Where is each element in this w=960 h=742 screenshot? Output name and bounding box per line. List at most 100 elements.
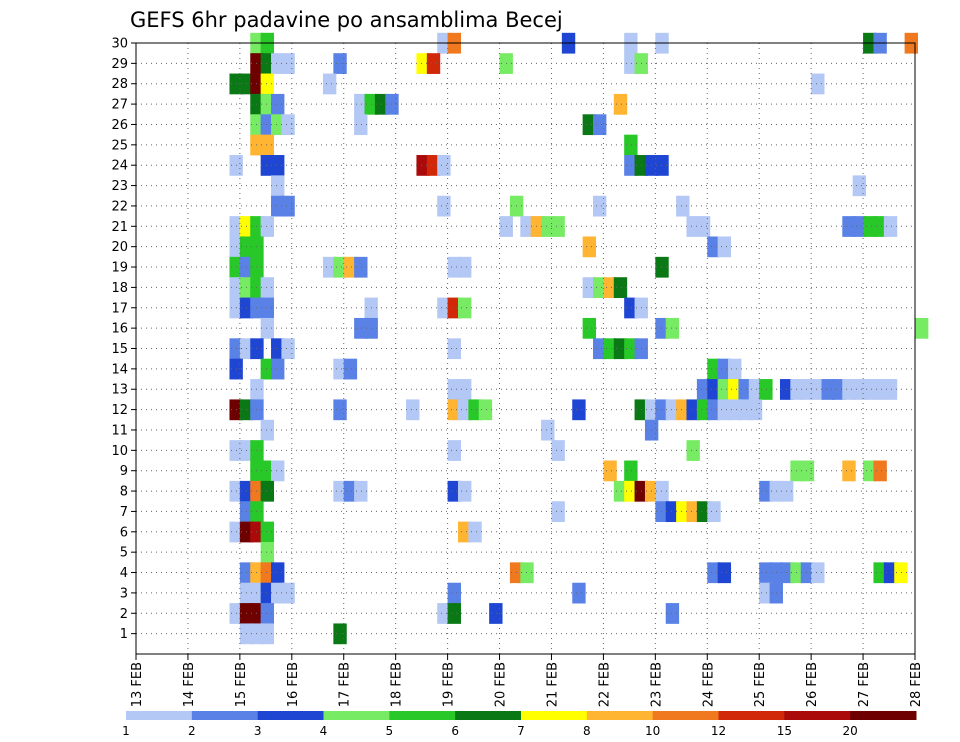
heatmap-cell (281, 582, 295, 604)
y-tick-label: 3 (120, 586, 128, 601)
heatmap-cell (686, 399, 700, 421)
heatmap-cell (728, 358, 742, 380)
heatmap-cell (707, 358, 721, 380)
heatmap-cell (873, 562, 887, 584)
heatmap-cell (260, 582, 275, 604)
heatmap-cell (260, 317, 275, 339)
heatmap-cell (333, 399, 347, 421)
heatmap-cell (655, 501, 669, 523)
heatmap-cell (260, 216, 275, 237)
heatmap-cell (447, 582, 461, 604)
x-tick-label: 15 FEB (234, 662, 249, 707)
heatmap-cell (842, 379, 856, 400)
heatmap-cell (260, 460, 275, 482)
heatmap-cell (738, 399, 752, 421)
x-tick-label: 16 FEB (286, 662, 301, 707)
heatmap-cell (457, 480, 472, 502)
heatmap-cell (676, 195, 690, 217)
heatmap-cell (748, 399, 763, 421)
heatmap-cell (655, 399, 669, 421)
heatmap-cell (665, 603, 680, 624)
colorbar-swatch (521, 711, 588, 720)
x-tick-label: 25 FEB (753, 662, 768, 707)
heatmap-cell (260, 277, 275, 298)
heatmap-cell (333, 53, 347, 74)
heatmap-cell (624, 460, 638, 482)
heatmap-cell (686, 501, 700, 523)
heatmap-cell (271, 53, 285, 74)
y-tick-label: 24 (111, 159, 128, 174)
heatmap-cell (613, 93, 628, 115)
y-tick-label: 25 (111, 138, 128, 153)
y-axis: 1234567891011121314151617181920212223242… (111, 37, 136, 642)
heatmap-cell (468, 399, 482, 421)
heatmap-cell (593, 114, 607, 136)
heatmap-cell (696, 379, 711, 400)
colorbar-legend: 1 2 3 4 5 6 7 8 10 12 15 20 (122, 711, 917, 738)
heatmap-cell (613, 277, 628, 298)
heatmap-cell (728, 379, 742, 400)
x-tick-label: 18 FEB (390, 662, 405, 707)
x-tick-label: 19 FEB (442, 662, 457, 707)
heatmap-cell (624, 53, 638, 74)
heatmap-cell (842, 216, 856, 237)
heatmap-cell (665, 501, 680, 523)
x-tick-label: 21 FEB (545, 662, 560, 707)
colorbar-label: 2 (188, 724, 196, 738)
colorbar-swatch (718, 711, 785, 720)
x-tick-label: 24 FEB (701, 662, 716, 707)
heatmap-cell (322, 73, 337, 95)
heatmap-cell (665, 399, 680, 421)
heatmap-cell (613, 338, 628, 360)
heatmap-cell (883, 562, 898, 584)
heatmap-cell (271, 195, 285, 217)
y-tick-label: 11 (111, 423, 128, 438)
y-tick-label: 17 (111, 301, 128, 316)
heatmap-cells (229, 32, 929, 645)
y-tick-label: 16 (111, 322, 128, 337)
y-tick-label: 19 (111, 261, 128, 276)
heatmap-cell (728, 399, 742, 421)
heatmap-cell (354, 93, 368, 115)
heatmap-cell (271, 114, 285, 136)
heatmap-cell (406, 399, 420, 421)
colorbar-swatch (191, 711, 259, 720)
y-tick-label: 28 (111, 77, 128, 92)
heatmap-cell (624, 480, 638, 502)
y-tick-label: 5 (120, 546, 128, 561)
heatmap-cell (707, 562, 721, 584)
heatmap-cell (260, 623, 275, 645)
heatmap-cell (333, 256, 347, 278)
heatmap-cell (759, 582, 773, 604)
y-tick-label: 9 (120, 464, 128, 479)
heatmap-cell (915, 317, 929, 339)
colorbar-swatch (323, 711, 390, 720)
colorbar-swatch (126, 711, 193, 720)
heatmap-cell (717, 562, 732, 584)
heatmap-cell (271, 562, 285, 584)
heatmap-cell (863, 379, 877, 400)
y-tick-label: 15 (111, 342, 128, 357)
heatmap-cell (260, 134, 275, 156)
heatmap-cell (281, 53, 295, 74)
heatmap-cell (260, 521, 275, 543)
heatmap-cell (260, 114, 275, 136)
colorbar-label: 20 (843, 724, 858, 738)
heatmap-cell (790, 379, 804, 400)
heatmap-cell (582, 277, 597, 298)
heatmap-cell (354, 114, 368, 136)
heatmap-cell (759, 562, 773, 584)
heatmap-cell (260, 562, 275, 584)
heatmap-cell (457, 399, 472, 421)
heatmap-cell (260, 480, 275, 502)
heatmap-cell (281, 338, 295, 360)
colorbar-label: 8 (583, 724, 591, 738)
heatmap-cell (426, 53, 441, 74)
heatmap-cell (873, 460, 887, 482)
x-tick-label: 27 FEB (857, 662, 872, 707)
y-tick-label: 22 (111, 199, 128, 214)
heatmap-cell (696, 399, 711, 421)
heatmap-cell (811, 73, 825, 95)
heatmap-cell (333, 623, 347, 645)
